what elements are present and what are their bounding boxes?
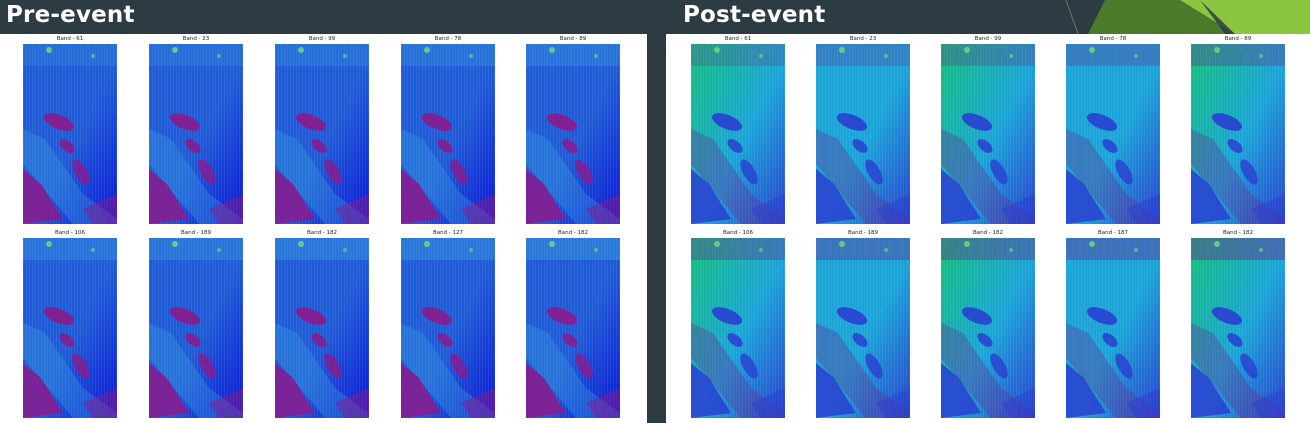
- band-image: [1191, 238, 1285, 418]
- band-image: [149, 44, 243, 224]
- band-image: [275, 44, 369, 224]
- band-thumbnail: Band - 127: [401, 230, 495, 418]
- band-thumbnail: Band - 106: [691, 230, 785, 418]
- band-image: [1066, 44, 1160, 224]
- band-thumbnail: Band - 106: [23, 230, 117, 418]
- band-thumbnail: Band - 61: [23, 36, 117, 224]
- band-image: [941, 44, 1035, 224]
- band-thumbnail: Band - 99: [941, 36, 1035, 224]
- band-label: Band - 99: [974, 36, 1002, 42]
- band-thumbnail: Band - 78: [401, 36, 495, 224]
- band-label: Band - 89: [1224, 36, 1252, 42]
- band-image: [23, 238, 117, 418]
- pre-event-title: Pre-event: [6, 2, 135, 28]
- band-label: Band - 78: [434, 36, 462, 42]
- band-label: Band - 187: [1097, 230, 1129, 236]
- band-image: [401, 44, 495, 224]
- band-label: Band - 23: [849, 36, 877, 42]
- band-thumbnail: Band - 23: [816, 36, 910, 224]
- band-thumbnail: Band - 89: [526, 36, 620, 224]
- band-label: Band - 99: [308, 36, 336, 42]
- band-image: [816, 238, 910, 418]
- band-thumbnail: Band - 187: [1066, 230, 1160, 418]
- band-label: Band - 189: [180, 230, 212, 236]
- band-image: [149, 238, 243, 418]
- pre-event-panel: Band - 61 Band - 23 Band - 99 Band - 78 Band…: [0, 34, 647, 423]
- band-thumbnail: Band - 182: [275, 230, 369, 418]
- corner-decoration: [1060, 0, 1310, 34]
- band-label: Band - 78: [1099, 36, 1127, 42]
- band-thumbnail: Band - 182: [526, 230, 620, 418]
- band-label: Band - 61: [56, 36, 84, 42]
- band-thumbnail: Band - 189: [816, 230, 910, 418]
- band-thumbnail: Band - 182: [1191, 230, 1285, 418]
- post-event-title: Post-event: [683, 2, 826, 28]
- band-label: Band - 89: [559, 36, 587, 42]
- band-thumbnail: Band - 89: [1191, 36, 1285, 224]
- band-thumbnail: Band - 23: [149, 36, 243, 224]
- band-thumbnail: Band - 99: [275, 36, 369, 224]
- band-label: Band - 23: [182, 36, 210, 42]
- band-thumbnail: Band - 189: [149, 230, 243, 418]
- band-image: [1066, 238, 1160, 418]
- band-thumbnail: Band - 78: [1066, 36, 1160, 224]
- band-image: [691, 238, 785, 418]
- band-label: Band - 189: [847, 230, 879, 236]
- band-image: [526, 44, 620, 224]
- band-image: [275, 238, 369, 418]
- band-label: Band - 61: [724, 36, 752, 42]
- band-label: Band - 182: [972, 230, 1004, 236]
- band-label: Band - 182: [306, 230, 338, 236]
- band-label: Band - 127: [432, 230, 464, 236]
- band-thumbnail: Band - 182: [941, 230, 1035, 418]
- band-image: [1191, 44, 1285, 224]
- band-image: [941, 238, 1035, 418]
- band-thumbnail: Band - 61: [691, 36, 785, 224]
- post-event-panel: Band - 61 Band - 23 Band - 99 Band - 78 Band…: [666, 34, 1310, 423]
- band-image: [401, 238, 495, 418]
- band-image: [691, 44, 785, 224]
- band-label: Band - 182: [557, 230, 589, 236]
- band-image: [526, 238, 620, 418]
- band-label: Band - 182: [1222, 230, 1254, 236]
- band-image: [816, 44, 910, 224]
- band-image: [23, 44, 117, 224]
- band-label: Band - 106: [722, 230, 754, 236]
- band-label: Band - 106: [54, 230, 86, 236]
